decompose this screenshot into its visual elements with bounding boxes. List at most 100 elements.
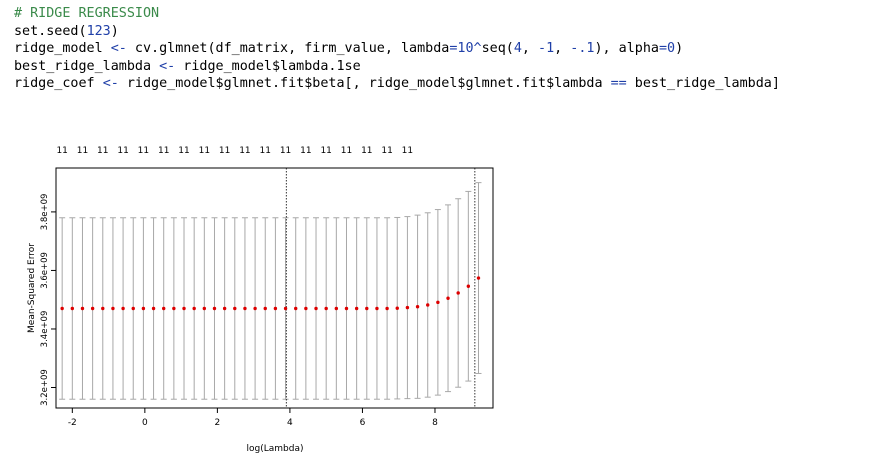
mean-point: [304, 306, 308, 311]
mean-point: [162, 306, 166, 311]
x-tick-label: 4: [287, 418, 293, 428]
mean-point: [233, 306, 237, 311]
mean-point: [283, 306, 288, 311]
code-line: set.seed(123): [14, 23, 780, 41]
top-axis-label: 11: [260, 146, 271, 156]
top-axis-label: 11: [117, 146, 128, 156]
mean-point: [405, 305, 410, 310]
mean-point: [192, 306, 196, 311]
mean-point: [385, 306, 389, 311]
code-token: 10: [457, 41, 474, 56]
mean-point: [395, 306, 399, 310]
mean-point: [426, 303, 430, 307]
code-line: best_ridge_lambda <- ridge_model$lambda.…: [14, 58, 780, 76]
mean-point: [263, 306, 267, 311]
x-tick-label: 2: [215, 418, 221, 428]
y-tick-label: 3.6e+09: [40, 252, 50, 289]
mean-point: [101, 306, 105, 311]
top-axis-label: 11: [402, 146, 413, 156]
top-axis-label: 11: [219, 146, 230, 156]
mean-point: [273, 306, 278, 311]
mean-point: [375, 306, 379, 311]
code-token: ), alpha: [594, 41, 659, 56]
mean-point: [182, 306, 186, 311]
y-axis: 3.2e+09 3.4e+09 3.6e+09 3.8e+09: [40, 194, 56, 406]
top-axis: 11 11 11 11 11 11 11 11 11 11 11 11 11 11 11 11 11 11: [56, 146, 413, 156]
mean-point: [334, 306, 339, 311]
top-axis-label: 11: [199, 146, 210, 156]
top-axis-label: 11: [97, 146, 108, 156]
y-tick-label: 3.4e+09: [40, 311, 50, 348]
mean-point: [151, 306, 156, 311]
top-axis-label: 11: [320, 146, 331, 156]
code-token: seq(: [481, 41, 514, 56]
code-token: ridge_model: [14, 41, 111, 56]
top-axis-label: 11: [341, 146, 352, 156]
x-tick-label: 6: [360, 418, 366, 428]
mean-point: [314, 306, 318, 311]
mean-point: [354, 306, 359, 311]
lambda-reference-lines: [285, 168, 476, 408]
mean-point: [436, 300, 440, 305]
y-axis-label: Mean-Squared Error: [27, 243, 37, 333]
code-token: <-: [102, 76, 119, 91]
mean-point: [294, 306, 298, 311]
mean-point: [141, 306, 146, 311]
code-line: # RIDGE REGRESSION: [14, 5, 780, 23]
mean-point: [243, 306, 247, 311]
mean-point: [80, 306, 85, 311]
code-token: ^: [473, 41, 482, 56]
code-token: 4: [513, 41, 522, 56]
x-tick-label: 8: [432, 418, 438, 428]
x-axis-label: log(Lambda): [247, 444, 304, 454]
code-token: =: [658, 41, 668, 56]
code-line: ridge_coef <- ridge_model$glmnet.fit$bet…: [14, 75, 780, 93]
mean-point: [253, 306, 257, 311]
mean-point: [446, 296, 450, 300]
code-token: cv.glmnet(df_matrix, firm_value, lambda: [126, 41, 450, 56]
top-axis-label: 11: [56, 146, 67, 156]
mean-point: [60, 306, 64, 311]
code-token: best_ridge_lambda]: [626, 76, 780, 91]
code-token: ): [110, 23, 119, 39]
mean-point: [90, 306, 95, 311]
code-token: ridge_model$lambda.1se: [175, 58, 361, 74]
x-axis: -2 0 2 4 6 8: [68, 408, 438, 428]
mean-point: [456, 291, 460, 295]
code-token: ,: [521, 41, 539, 56]
top-axis-label: 11: [178, 146, 189, 156]
code-token: 0: [667, 41, 676, 56]
mean-point: [415, 305, 420, 309]
code-editor[interactable]: # RIDGE REGRESSION set.seed(123) ridge_mod…: [14, 5, 780, 93]
error-bars: [59, 182, 482, 400]
code-token: set.seed(: [14, 23, 87, 39]
y-tick-label: 3.2e+09: [40, 369, 50, 406]
mean-point: [172, 306, 176, 311]
mean-points: [60, 276, 481, 311]
mean-point: [466, 284, 471, 288]
mean-point: [111, 306, 115, 311]
top-axis-label: 11: [158, 146, 169, 156]
code-line: ridge_model <- cv.glmnet(df_matrix, firm…: [14, 40, 780, 58]
plot-frame: [55, 167, 494, 409]
code-token: best_ridge_lambda: [14, 58, 160, 74]
code-token: -.1: [570, 41, 595, 56]
code-token: ): [675, 41, 684, 56]
code-token: <-: [159, 58, 176, 74]
top-axis-label: 11: [280, 146, 291, 156]
mean-point: [365, 306, 369, 311]
x-tick-label: 0: [142, 418, 148, 428]
code-token: ridge_model$glmnet.fit$beta[, ridge_mode…: [118, 76, 611, 91]
mean-point: [70, 306, 75, 311]
top-axis-label: 11: [361, 146, 372, 156]
top-axis-label: 11: [381, 146, 392, 156]
code-token: -1: [538, 41, 555, 56]
y-tick-label: 3.8e+09: [40, 194, 50, 231]
code-token: <-: [110, 41, 127, 56]
mean-point: [212, 306, 217, 311]
code-token: =: [449, 41, 458, 56]
code-token: 123: [86, 23, 111, 39]
mean-point: [476, 276, 481, 280]
top-axis-label: 11: [300, 146, 311, 156]
